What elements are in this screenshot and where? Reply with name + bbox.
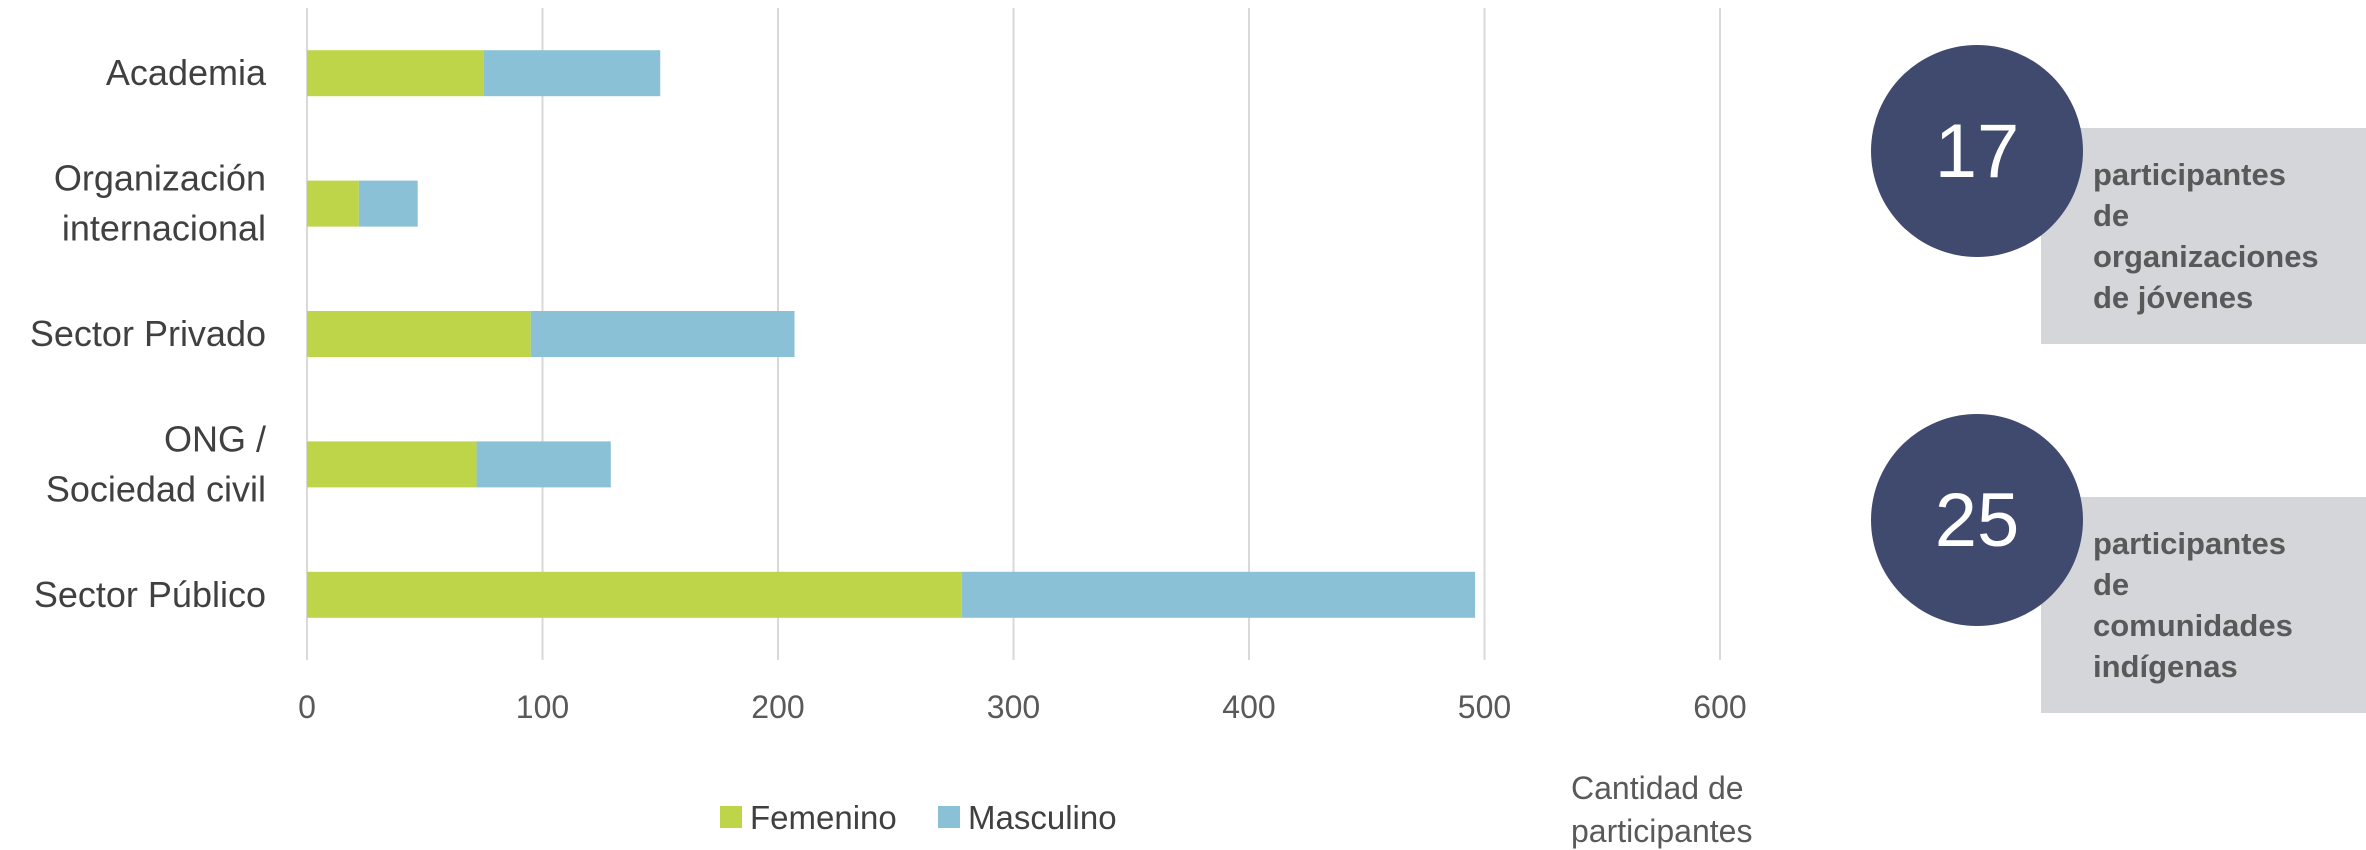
- category-label-organizacion-internacional: Organización internacional: [54, 158, 266, 249]
- stat-box-indigenous: participantes de comunidades indígenas: [2041, 497, 2366, 713]
- bar-sector-privado-femenino: [307, 311, 531, 357]
- x-axis-title: Cantidad de participantes: [1571, 770, 1752, 849]
- bar-sector-privado-masculino: [530, 311, 795, 357]
- bar-ong-sociedad-civil-masculino: [476, 441, 611, 488]
- x-tick-labels: 0 100 200 300 400 500 600: [298, 689, 1747, 725]
- category-label-ong-sociedad-civil: ONG / Sociedad civil: [46, 418, 266, 509]
- legend-swatch-femenino: [720, 806, 742, 828]
- bar-sector-publico-masculino: [961, 571, 1476, 618]
- stat-text-youth: participantes de organizaciones de jóven…: [2093, 157, 2319, 315]
- bar-organizacion-internacional-masculino: [358, 180, 418, 227]
- bar-academia-femenino: [307, 50, 484, 97]
- x-tick-label-0: 0: [298, 689, 316, 725]
- legend-swatch-masculino: [938, 806, 960, 828]
- category-label-sector-privado: Sector Privado: [30, 313, 266, 354]
- stat-circle-indigenous: 25: [1871, 414, 2083, 626]
- category-label-sector-publico: Sector Público: [34, 574, 266, 615]
- bar-academia-masculino: [483, 50, 661, 97]
- x-tick-label-600: 600: [1693, 689, 1746, 725]
- legend: Femenino Masculino: [720, 799, 1117, 836]
- bar-sector-publico-femenino: [307, 571, 962, 618]
- x-tick-label-200: 200: [751, 689, 804, 725]
- category-labels: Academia Organización internacional Sector …: [30, 52, 267, 615]
- x-tick-label-100: 100: [516, 689, 569, 725]
- bar-organizacion-internacional-femenino: [307, 180, 359, 227]
- x-axis-title-line-1: Cantidad de: [1571, 770, 1744, 806]
- legend-label-masculino: Masculino: [968, 799, 1117, 836]
- bars: [307, 50, 1476, 618]
- x-tick-label-500: 500: [1458, 689, 1511, 725]
- category-label-academia: Academia: [106, 52, 267, 93]
- stat-box-youth: participantes de organizaciones de jóven…: [2041, 128, 2366, 344]
- stat-circle-youth: 17: [1871, 45, 2083, 257]
- bar-chart: Academia Organización internacional Sector …: [30, 8, 1752, 849]
- stat-text-indigenous: participantes de comunidades indígenas: [2093, 526, 2293, 684]
- x-tick-label-400: 400: [1222, 689, 1275, 725]
- bar-ong-sociedad-civil-femenino: [307, 441, 477, 488]
- x-tick-label-300: 300: [987, 689, 1040, 725]
- x-axis-title-line-2: participantes: [1571, 813, 1752, 849]
- legend-label-femenino: Femenino: [750, 799, 897, 836]
